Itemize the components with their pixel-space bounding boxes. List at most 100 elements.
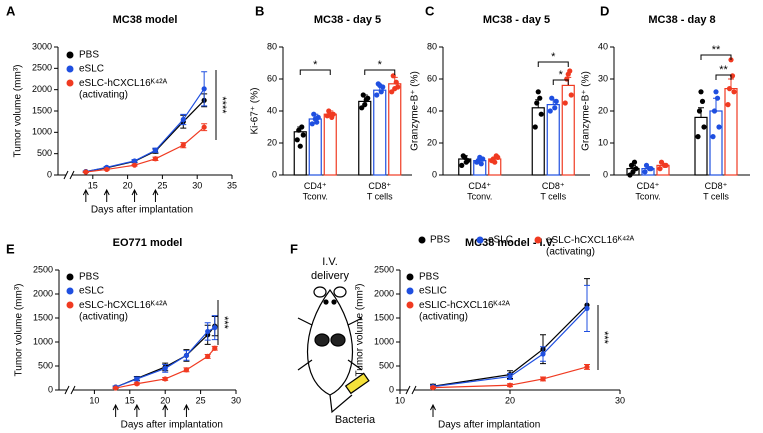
data-point — [631, 159, 638, 165]
data-point — [131, 158, 138, 164]
x-tick-label: 25 — [157, 180, 167, 190]
x-tick-label: 15 — [125, 395, 135, 405]
data-point — [430, 385, 436, 391]
data-point — [492, 159, 498, 165]
y-axis-label: Ki-67⁺ (%) — [250, 88, 261, 135]
data-point — [312, 116, 318, 122]
injection-arrow — [131, 188, 138, 202]
legend-marker — [66, 301, 74, 309]
series-line — [432, 366, 588, 389]
significance-bracket — [299, 69, 331, 75]
panel-label: B — [255, 3, 264, 18]
injection-arrow — [112, 403, 119, 417]
series-line — [85, 99, 205, 173]
annotation: * — [551, 51, 556, 63]
x-tick-label: 30 — [615, 395, 625, 405]
data-point — [162, 365, 168, 371]
y-tick-label: 1000 — [32, 127, 52, 137]
y-axis-label: Granzyme-B⁺ (%) — [410, 71, 421, 151]
y-tick-label: 2500 — [33, 264, 53, 274]
annotation: **** — [216, 96, 228, 114]
chart-title: MC38 - day 5 — [314, 14, 381, 26]
y-tick-label: 0 — [47, 169, 52, 179]
data-point — [540, 376, 546, 382]
y-tick-label: 40 — [427, 105, 437, 115]
y-tick-label: 0 — [48, 384, 53, 394]
y-axis-label: Tumor volume (mm³) — [355, 284, 366, 377]
y-tick-label: 0 — [272, 169, 277, 179]
bar — [323, 113, 337, 176]
legend-label: eSLC — [79, 286, 104, 297]
y-tick-label: 1500 — [374, 312, 394, 322]
data-point — [162, 376, 168, 382]
legend-marker — [406, 273, 414, 281]
data-point — [152, 156, 159, 162]
y-tick-label: 10 — [598, 137, 608, 147]
x-tick-label: CD8⁺ T cells — [540, 181, 566, 201]
y-tick-label: 2500 — [374, 264, 394, 274]
bar — [724, 87, 738, 176]
data-point — [698, 89, 704, 95]
y-tick-label: 0 — [389, 384, 394, 394]
data-point — [553, 98, 559, 104]
data-point — [696, 108, 703, 114]
y-tick-label: 2000 — [33, 288, 53, 298]
y-tick-label: 500 — [37, 148, 52, 158]
data-point — [552, 105, 558, 111]
legend-marker — [66, 79, 74, 87]
data-point — [725, 102, 731, 108]
data-point — [183, 367, 190, 373]
data-point — [311, 111, 317, 117]
y-tick-label: 20 — [267, 137, 277, 147]
axis-break — [66, 171, 72, 179]
axis-break — [67, 386, 73, 394]
y-tick-label: 1000 — [374, 336, 394, 346]
data-point — [731, 89, 737, 95]
data-point — [205, 328, 211, 335]
y-tick-label: 3000 — [32, 41, 52, 51]
legend-label: PBS — [419, 272, 439, 283]
chart-title: MC38 model - I.V. — [465, 237, 555, 249]
significance-bracket — [552, 79, 569, 85]
legend-label: eSLC — [79, 64, 104, 75]
x-tick-label: 25 — [196, 395, 206, 405]
chart-title: MC38 - day 5 — [483, 14, 550, 26]
bar — [373, 89, 387, 176]
legend-label: eSLIC-hCXCL16ᴷ⁴²ᴬ (activating) — [419, 300, 510, 323]
legend-label: PBS — [430, 235, 450, 246]
injection-arrow — [133, 403, 140, 417]
axis-break — [63, 170, 75, 180]
legend-marker — [406, 301, 414, 309]
data-point — [584, 305, 590, 311]
data-point — [134, 376, 140, 382]
data-point — [478, 161, 484, 167]
x-tick-label: 20 — [505, 395, 515, 405]
data-point — [713, 89, 719, 95]
panel-label: C — [425, 3, 435, 18]
data-point — [477, 154, 483, 160]
data-point — [562, 100, 568, 106]
significance-bracket — [364, 69, 396, 75]
panel-label: E — [6, 241, 15, 256]
legend-label: eSLC-hCXCL16ᴷ⁴²ᴬ (activating) — [79, 300, 168, 323]
bar — [546, 103, 560, 176]
legend-label: PBS — [79, 50, 99, 61]
legend-label: eSLC-hCXCL16ᴷ⁴²ᴬ (activating) — [79, 78, 168, 101]
bar — [561, 84, 575, 176]
data-point — [294, 137, 300, 143]
significance-bracket — [715, 74, 732, 80]
y-tick-label: 500 — [38, 360, 53, 370]
y-tick-label: 60 — [267, 73, 277, 83]
data-point — [362, 102, 368, 108]
x-tick-label: 10 — [89, 395, 99, 405]
data-point — [363, 97, 369, 103]
injection-arrow — [162, 403, 169, 417]
data-point — [183, 352, 190, 359]
injection-arrow — [430, 403, 436, 417]
data-point — [378, 89, 384, 95]
x-tick-label: CD8⁺ T cells — [703, 181, 729, 201]
data-point — [630, 169, 636, 175]
data-point — [212, 325, 218, 331]
data-point — [83, 169, 89, 175]
